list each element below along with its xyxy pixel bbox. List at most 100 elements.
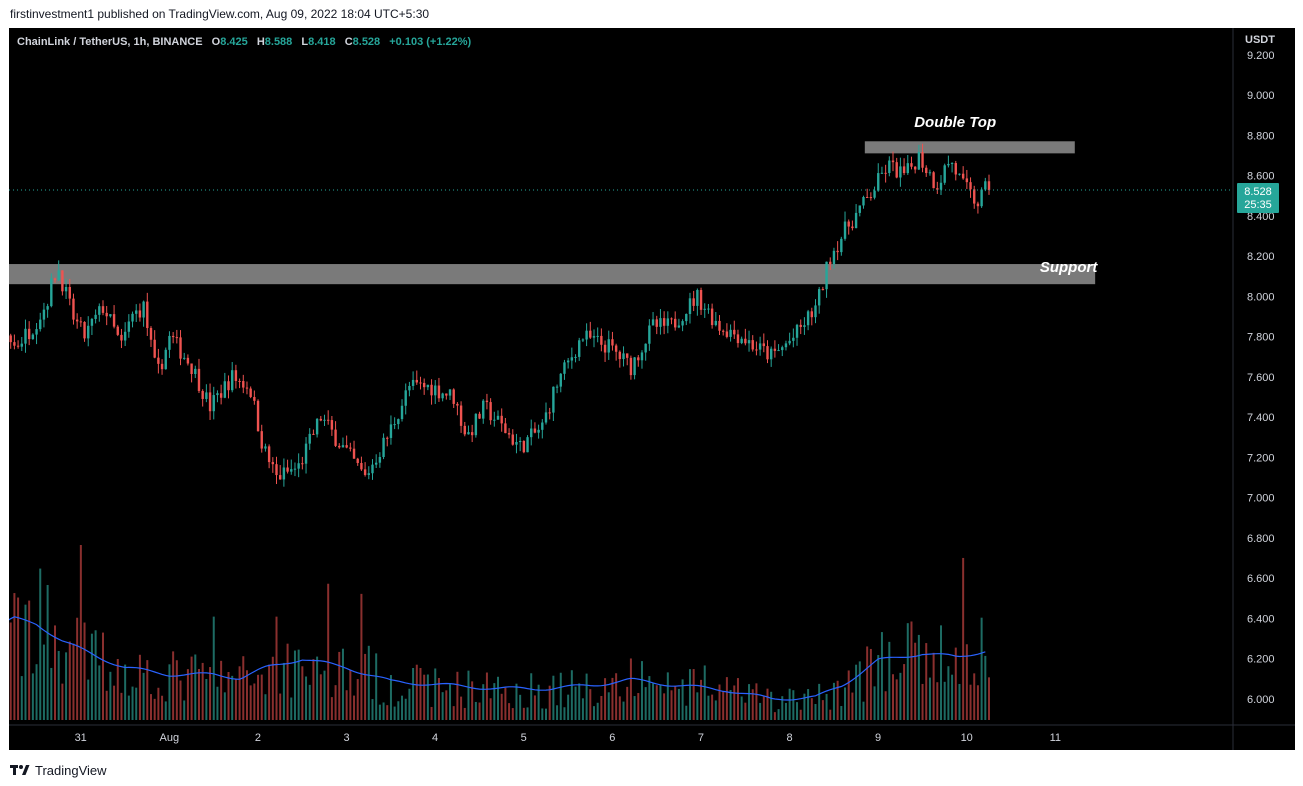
volume-bar [751,689,754,720]
candle-body [131,313,134,322]
candle-body [688,298,692,314]
candle-body [644,343,647,353]
candle-body [851,226,854,229]
candle-body [31,334,35,340]
volume-bar [264,694,267,720]
volume-bar [548,685,551,720]
candle-body [522,440,526,453]
candle-body [112,314,116,327]
candle-body [869,197,873,199]
candle-body [810,311,813,318]
volume-bar [928,677,931,720]
candle-body [976,203,980,207]
candle-body [68,286,71,299]
volume-bar [707,695,710,720]
time-tick-label: 9 [875,732,881,744]
volume-bar [98,665,101,720]
volume-bar [855,664,858,720]
candle-body [541,422,544,430]
volume-bar [589,689,592,720]
chart-frame[interactable]: Double Top Support USDT 9.200 9.000 8.800 8.… [0,28,1295,750]
volume-bar [655,685,658,720]
volume-bar [544,708,547,720]
candles [0,143,991,487]
price-badge-countdown: 25:35 [1244,199,1272,211]
volume-bar [663,693,666,720]
candle-body [581,339,585,341]
volume-bar [46,584,49,720]
volume-bar [674,685,677,720]
volume-bar [866,646,869,720]
candle-body [234,370,238,381]
volume-bar [13,593,16,720]
volume-bar [773,712,776,720]
candle-body [79,321,83,323]
volume-bar [297,649,300,720]
candle-body [792,337,795,341]
candle-body [847,221,850,227]
candle-body [751,340,754,350]
candle-body [216,393,219,396]
volume-bar [452,706,455,720]
candle-body [784,343,788,348]
volume-bar [135,687,138,720]
candle-body [24,328,27,344]
candle-body [659,318,662,327]
candle-body [840,238,843,253]
candle-body [973,189,976,204]
volume-bar [552,675,555,720]
volume-bar [541,708,544,720]
volume-bar [334,685,337,720]
volume-bar [644,687,647,720]
candle-body [829,261,832,265]
volume-bar [467,670,470,720]
volume-bar [563,707,566,720]
volume-bar [268,664,271,720]
volume-bar [973,673,976,720]
volume-bar [83,622,86,720]
volume-bar [157,687,160,720]
price-chart[interactable]: Double Top Support USDT 9.200 9.000 8.800 8.… [0,28,1295,750]
time-tick-label: 5 [521,732,527,744]
volume-bar [54,625,57,720]
time-tick-label: 3 [343,732,349,744]
price-tick-label: 7.400 [1247,412,1275,424]
candle-body [637,357,640,361]
volume-bar [72,643,75,720]
candle-body [559,373,562,387]
volume-bar [271,656,274,720]
volume-bar [257,674,260,720]
volume-bar [936,682,939,720]
candle-body [806,311,810,326]
volume-bar [962,557,965,720]
volume-bar [68,641,71,720]
volume-bar [386,705,389,720]
candle-body [101,306,105,313]
candle-body [260,431,263,449]
candle-body [242,381,245,388]
candle-body [862,197,865,206]
candle-body [400,405,404,420]
volume-bar [596,702,599,720]
price-tick-label: 8.600 [1247,171,1275,183]
volume-bar [740,696,743,720]
time-axis[interactable]: 293031Aug234567891011 [9,732,1061,744]
candle-body [685,313,688,322]
candle-body [205,392,208,399]
volume-bar [290,697,293,720]
volume-bar [415,664,418,720]
volume-bars [0,545,990,720]
candle-body [404,390,407,406]
volume-bar [725,677,728,720]
volume-bar [947,666,950,720]
volume-bar [227,671,230,720]
volume-bar [312,659,315,720]
legend-close-label: C [345,36,353,48]
candle-body [467,432,470,435]
volume-bar [821,700,824,720]
price-axis[interactable]: USDT 9.200 9.000 8.800 8.600 8.400 8.200 8.000… [1245,34,1275,706]
volume-bar [205,679,208,720]
candle-body [821,289,825,291]
candle-body [858,205,861,213]
candle-body [910,163,913,167]
